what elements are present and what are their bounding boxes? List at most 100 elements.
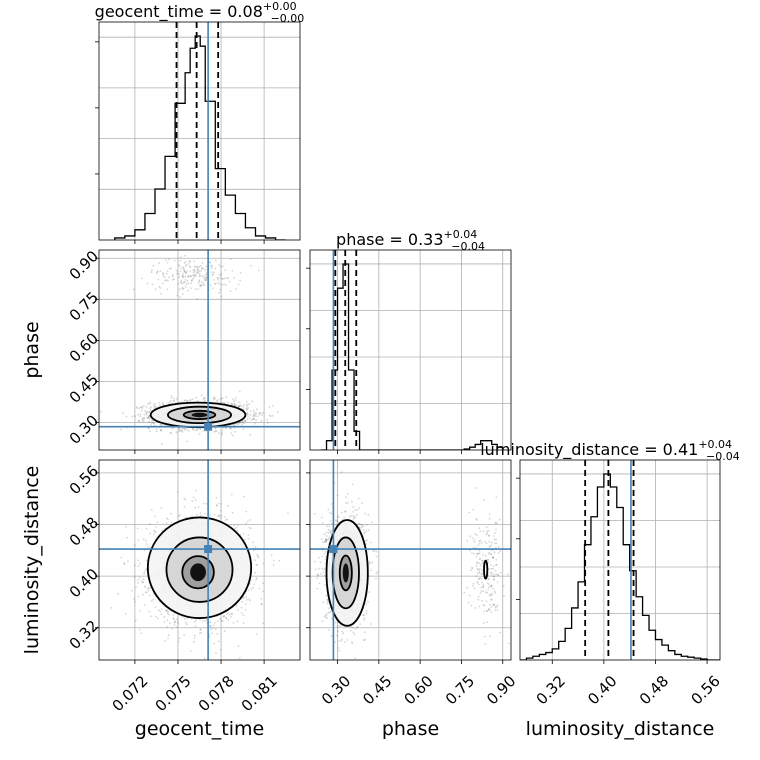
sample-point [238,401,241,404]
sample-point [227,504,230,507]
histogram-phase [321,263,504,450]
truth-point [204,545,213,554]
hist-luminosity_distance-xtick-label: 0.56 [687,672,723,708]
sample-point [221,429,224,432]
sample-point [212,624,215,627]
sample-point [232,398,234,400]
sample-point [182,293,184,296]
sample-point [178,428,181,430]
title-plus: +0.04 [698,438,732,451]
sample-point [200,265,202,267]
sample-point [184,254,187,257]
sample-point [258,269,260,272]
sample-point [177,427,180,430]
sample-point [246,413,249,416]
sample-point [150,509,153,511]
sample-point [258,412,261,414]
sample-point [186,276,189,279]
sample-point [175,397,178,400]
sample-point [156,430,158,433]
sample-point [258,413,261,416]
sample-point [213,395,216,398]
sample-point [167,279,169,282]
sample-point [220,272,222,275]
sample-point [143,585,146,588]
sample-point [254,415,257,417]
sample-point [220,648,222,651]
sample-point [154,402,157,405]
sample-point [213,271,215,274]
sample-point [161,282,164,285]
sample-point [199,512,202,515]
sample-point [147,587,150,590]
sample-point [167,518,169,521]
sample-point [226,518,228,520]
sample-point [189,266,192,269]
sample-point [252,586,254,589]
sample-point [252,414,255,417]
hist-panel-phase [306,249,512,454]
sample-point [201,281,204,284]
sample-point [181,286,184,289]
sample-point [189,260,192,263]
sample-point [185,283,188,286]
sample-point [249,413,252,416]
hist-geocent_time-frame [98,21,301,241]
sample-point [245,596,248,599]
sample-point [216,633,219,635]
sample-point [143,570,146,573]
joint-geocent_time-luminosity_distance-ytick-label: 0.48 [66,513,102,549]
sample-point [220,295,223,298]
sample-point [204,278,207,281]
sample-point [161,423,164,426]
sample-point [141,407,144,410]
sample-point [204,279,207,282]
joint-panel-geocent_time-luminosity_distance-content [99,460,300,660]
sample-point [233,402,236,405]
sample-point [193,641,195,643]
hist-panel-luminosity_distance-content [520,460,720,660]
sample-point [188,430,190,432]
sample-point [170,397,173,399]
sample-point [182,274,185,277]
sample-point [166,270,169,273]
sample-point [136,407,139,410]
sample-point [229,427,232,430]
sample-point [203,277,206,279]
sample-point [229,290,232,293]
sample-point [171,275,174,278]
sample-point [149,523,151,526]
sample-point [194,625,197,627]
density-peak [190,563,206,582]
sample-point [240,405,243,407]
sample-point [166,619,169,622]
sample-point [216,620,219,623]
sample-point [245,522,247,525]
sample-point [255,564,258,566]
sample-point [322,601,325,604]
sample-point [266,419,269,421]
sample-point [225,284,227,286]
sample-point [221,432,224,434]
hist-luminosity_distance-frame [519,459,721,661]
sample-point [223,630,226,632]
sample-point [244,538,247,541]
sample-point [137,581,139,584]
sample-point [165,609,168,611]
sample-point [181,275,184,278]
sample-point [352,506,354,508]
title-phase: phase = 0.33+0.04 −0.04 [336,228,485,253]
sample-point [221,401,224,404]
joint-geocent_time-luminosity_distance-xtick-label: 0.075 [152,672,195,715]
sample-point [222,278,225,280]
sample-point [237,609,240,611]
joint-panel-phase-luminosity_distance: 0.30 0.45 0.60 0.75 0.90 [306,459,519,708]
sample-point [242,597,245,600]
sample-point [150,409,152,412]
sample-point [175,431,178,434]
sample-point [262,582,264,585]
sample-point [197,282,200,284]
sample-point [221,433,223,436]
sample-point [256,553,258,556]
